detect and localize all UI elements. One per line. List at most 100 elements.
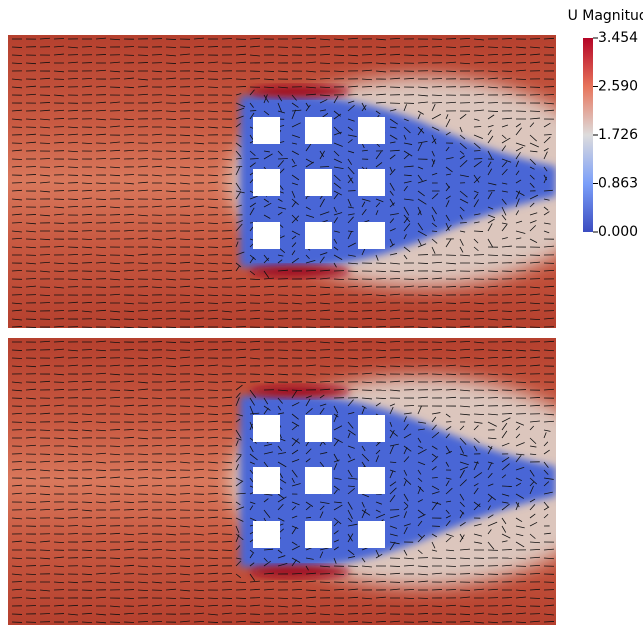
velocity-arrow: [277, 549, 283, 554]
velocity-arrow: [543, 317, 554, 320]
velocity-arrow: [95, 452, 107, 455]
velocity-arrow: [319, 277, 330, 280]
velocity-arrow: [207, 222, 219, 225]
velocity-arrow: [11, 492, 22, 495]
velocity-arrow: [291, 580, 303, 583]
velocity-arrow: [529, 225, 537, 232]
velocity-arrow: [445, 157, 454, 160]
velocity-arrow: [487, 318, 498, 321]
velocity-arrow: [333, 405, 339, 414]
velocity-arrow: [445, 70, 457, 72]
velocity-arrow: [333, 246, 339, 251]
velocity-arrow: [207, 580, 218, 583]
velocity-arrow: [179, 364, 191, 367]
velocity-arrow: [123, 86, 135, 89]
velocity-arrow: [445, 373, 457, 375]
velocity-arrow: [193, 364, 205, 367]
velocity-arrow: [473, 533, 483, 537]
velocity-arrow: [417, 421, 427, 424]
velocity-arrow: [123, 460, 135, 463]
velocity-arrow: [459, 348, 471, 351]
velocity-arrow: [249, 453, 258, 461]
velocity-arrow: [151, 141, 163, 144]
velocity-arrow: [529, 425, 535, 431]
velocity-arrow: [319, 551, 324, 559]
velocity-arrow: [291, 142, 297, 145]
velocity-arrow: [347, 421, 354, 429]
velocity-arrow: [431, 557, 443, 559]
velocity-arrow: [459, 493, 465, 501]
velocity-arrow: [81, 189, 93, 192]
velocity-arrow: [235, 191, 242, 200]
velocity-arrow: [109, 373, 121, 376]
velocity-arrow: [431, 485, 440, 491]
velocity-arrow: [291, 501, 300, 506]
velocity-arrow: [487, 206, 494, 210]
velocity-arrow: [431, 445, 438, 450]
velocity-arrow: [431, 572, 442, 575]
velocity-arrow: [431, 214, 435, 222]
velocity-arrow: [165, 182, 177, 185]
velocity-arrow: [403, 493, 409, 502]
velocity-arrow: [39, 380, 51, 383]
velocity-arrow: [543, 413, 554, 416]
velocity-arrow: [291, 109, 297, 120]
velocity-arrow: [277, 493, 285, 499]
velocity-arrow: [165, 420, 176, 423]
velocity-arrow: [109, 613, 121, 616]
velocity-arrow: [109, 293, 121, 296]
velocity-arrow: [347, 469, 353, 478]
velocity-arrow: [263, 270, 270, 278]
velocity-arrow: [305, 294, 317, 296]
velocity-arrow: [473, 404, 484, 407]
velocity-arrow: [375, 101, 387, 104]
velocity-arrow: [39, 261, 51, 264]
velocity-arrow: [333, 504, 343, 511]
velocity-arrow: [347, 54, 359, 57]
velocity-arrow: [109, 70, 121, 73]
velocity-arrow: [109, 189, 121, 192]
velocity-arrow: [529, 549, 541, 551]
velocity-arrow: [543, 548, 554, 551]
velocity-arrow: [403, 469, 408, 476]
velocity-arrow: [529, 504, 536, 511]
velocity-arrow: [25, 365, 37, 368]
velocity-arrow: [529, 349, 540, 352]
velocity-arrow: [361, 104, 367, 112]
velocity-arrow: [193, 453, 205, 456]
velocity-arrow: [221, 580, 233, 583]
velocity-arrow: [179, 580, 191, 583]
velocity-arrow: [445, 186, 451, 192]
velocity-arrow: [235, 413, 243, 417]
velocity-arrow: [487, 483, 494, 487]
velocity-arrow: [11, 389, 22, 392]
velocity-arrow: [207, 493, 219, 495]
velocity-arrow: [25, 141, 36, 144]
velocity-arrow: [333, 150, 340, 157]
velocity-arrow: [375, 254, 379, 261]
velocity-arrow: [473, 246, 479, 252]
velocity-arrow: [25, 246, 37, 249]
velocity-arrow: [403, 198, 414, 201]
velocity-arrow: [81, 142, 93, 145]
velocity-arrow: [207, 364, 218, 367]
velocity-arrow: [53, 485, 64, 488]
velocity-arrow: [375, 549, 380, 557]
velocity-arrow: [193, 158, 205, 160]
velocity-arrow: [291, 597, 303, 599]
velocity-arrow: [473, 213, 481, 216]
velocity-arrow: [165, 493, 176, 496]
velocity-arrow: [109, 396, 121, 399]
velocity-arrow: [39, 412, 51, 415]
velocity-arrow: [529, 453, 537, 456]
velocity-arrow: [249, 150, 256, 156]
velocity-arrow: [221, 612, 232, 615]
velocity-arrow: [221, 277, 232, 280]
velocity-arrow: [389, 565, 401, 567]
velocity-arrow: [529, 158, 536, 165]
velocity-arrow: [151, 485, 163, 487]
velocity-arrow: [417, 285, 429, 288]
velocity-arrow: [123, 413, 135, 416]
velocity-arrow: [529, 220, 537, 224]
colorbar: [583, 38, 593, 232]
